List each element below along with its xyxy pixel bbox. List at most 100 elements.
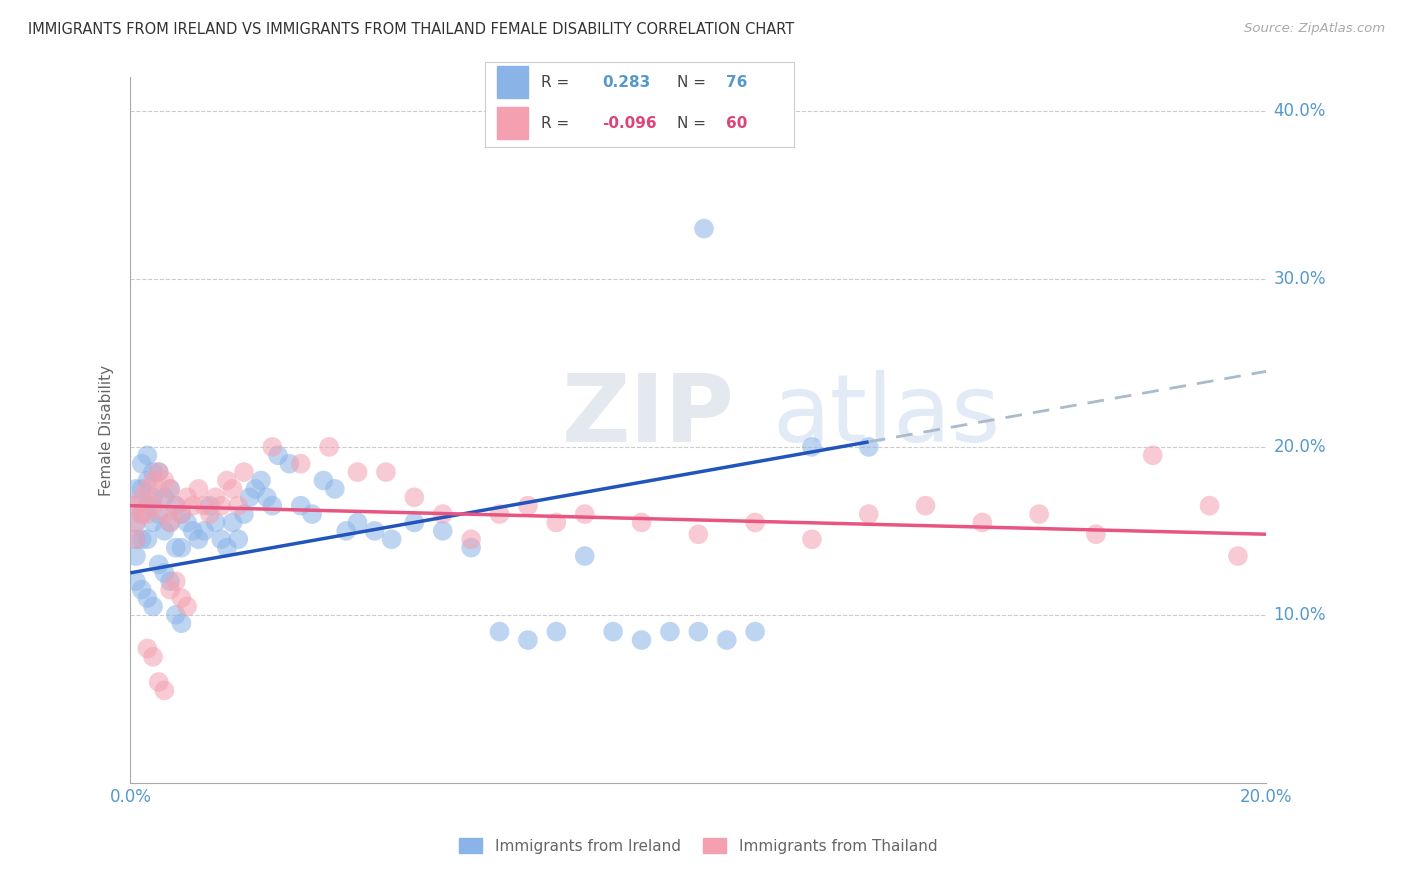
Point (170, 507, 193, 521)
Point (148, 465, 170, 479)
Point (136, 474, 159, 488)
Point (1198, 499, 1220, 513)
Text: Source: ZipAtlas.com: Source: ZipAtlas.com (1244, 22, 1385, 36)
Point (159, 582, 181, 597)
Point (204, 490, 226, 504)
Point (602, 624, 624, 639)
Point (181, 524, 204, 538)
Point (136, 448, 159, 462)
Point (165, 499, 187, 513)
Point (181, 499, 204, 513)
Point (136, 507, 159, 521)
Point (363, 524, 385, 538)
Point (1084, 527, 1107, 541)
Point (125, 499, 148, 513)
Point (170, 616, 193, 631)
Point (346, 516, 368, 530)
Text: 76: 76 (727, 75, 748, 90)
Point (546, 624, 568, 639)
Point (688, 624, 710, 639)
Point (136, 591, 159, 605)
Point (972, 516, 994, 530)
Point (800, 533, 823, 547)
Point (1028, 507, 1050, 521)
Point (159, 482, 181, 496)
Point (148, 558, 170, 572)
Point (460, 533, 482, 547)
Point (239, 490, 262, 504)
Point (262, 440, 284, 454)
Point (131, 457, 153, 471)
Point (716, 633, 738, 648)
Point (256, 490, 278, 504)
Point (858, 507, 880, 521)
Text: R =: R = (541, 116, 569, 131)
Point (744, 516, 766, 530)
Point (301, 507, 323, 521)
Point (318, 440, 340, 454)
Point (574, 507, 596, 521)
Point (153, 490, 176, 504)
Legend: Immigrants from Ireland, Immigrants from Thailand: Immigrants from Ireland, Immigrants from… (453, 831, 943, 860)
Text: 40.0%: 40.0% (1274, 102, 1326, 120)
Point (460, 541, 482, 555)
Point (215, 541, 238, 555)
Point (131, 533, 153, 547)
Point (187, 533, 209, 547)
Point (221, 516, 243, 530)
Point (153, 507, 176, 521)
Text: 30.0%: 30.0% (1274, 270, 1326, 288)
Text: 20.0%: 20.0% (1274, 438, 1326, 456)
Point (165, 499, 187, 513)
Point (153, 566, 176, 580)
Point (204, 516, 226, 530)
Point (153, 683, 176, 698)
Point (187, 482, 209, 496)
Point (131, 507, 153, 521)
Point (688, 527, 710, 541)
Point (176, 516, 198, 530)
Point (148, 675, 170, 690)
Point (125, 574, 148, 589)
Point (131, 582, 153, 597)
Point (346, 465, 368, 479)
Point (170, 541, 193, 555)
Point (125, 499, 148, 513)
Text: N =: N = (676, 75, 706, 90)
Point (125, 549, 148, 563)
Point (226, 533, 249, 547)
Point (131, 482, 153, 496)
Point (153, 474, 176, 488)
Point (148, 465, 170, 479)
Point (193, 524, 215, 538)
Point (221, 482, 243, 496)
Point (574, 549, 596, 563)
Y-axis label: Female Disability: Female Disability (100, 365, 114, 496)
Text: atlas: atlas (772, 370, 1001, 462)
Point (125, 482, 148, 496)
Point (432, 507, 454, 521)
Point (153, 524, 176, 538)
Text: IMMIGRANTS FROM IRELAND VS IMMIGRANTS FROM THAILAND FEMALE DISABILITY CORRELATIO: IMMIGRANTS FROM IRELAND VS IMMIGRANTS FR… (28, 22, 794, 37)
Point (142, 516, 165, 530)
Point (858, 440, 880, 454)
Point (165, 574, 187, 589)
Point (136, 482, 159, 496)
Point (170, 507, 193, 521)
Point (209, 533, 232, 547)
Point (432, 524, 454, 538)
Point (136, 641, 159, 656)
Point (374, 465, 396, 479)
Point (262, 499, 284, 513)
Bar (498, 66, 529, 98)
Point (198, 499, 221, 513)
Point (630, 516, 652, 530)
Text: 10.0%: 10.0% (1274, 606, 1326, 624)
Text: 0.283: 0.283 (603, 75, 651, 90)
Point (148, 490, 170, 504)
Point (290, 499, 312, 513)
Point (125, 516, 148, 530)
Point (1226, 549, 1249, 563)
Point (1142, 448, 1164, 462)
Point (335, 524, 357, 538)
